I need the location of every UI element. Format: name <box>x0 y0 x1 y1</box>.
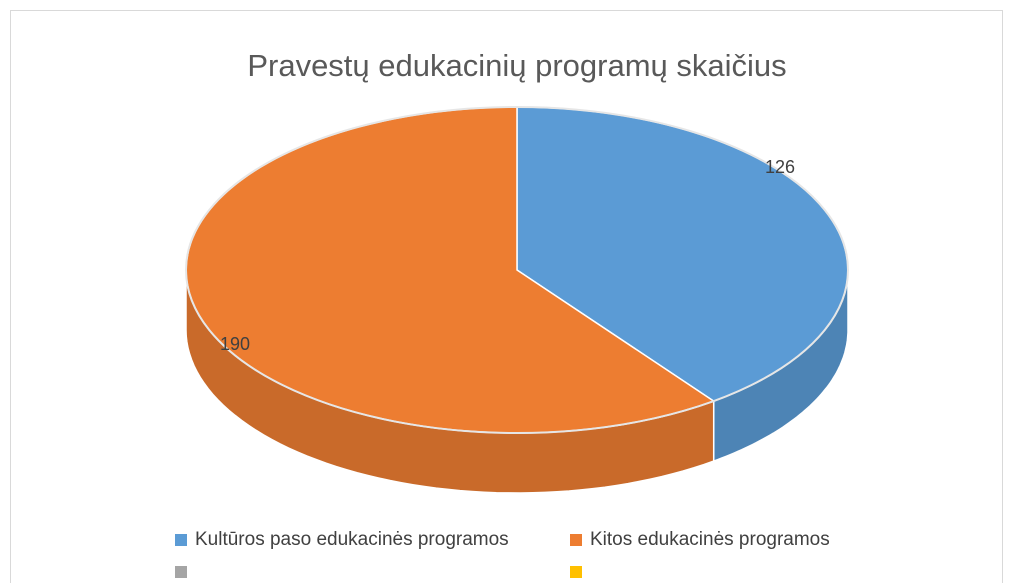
chart-title: Pravestų edukacinių programų skaičius <box>247 48 786 83</box>
legend-swatch <box>175 534 187 546</box>
data-label: 190 <box>220 334 250 354</box>
legend-label: Kultūros paso edukacinės programos <box>195 529 509 550</box>
pie-rim <box>185 106 849 434</box>
legend-swatch <box>175 566 187 578</box>
legend-swatch <box>570 534 582 546</box>
legend-label: Kitos edukacinės programos <box>590 529 830 550</box>
legend-swatch <box>570 566 582 578</box>
data-label: 126 <box>765 157 795 177</box>
